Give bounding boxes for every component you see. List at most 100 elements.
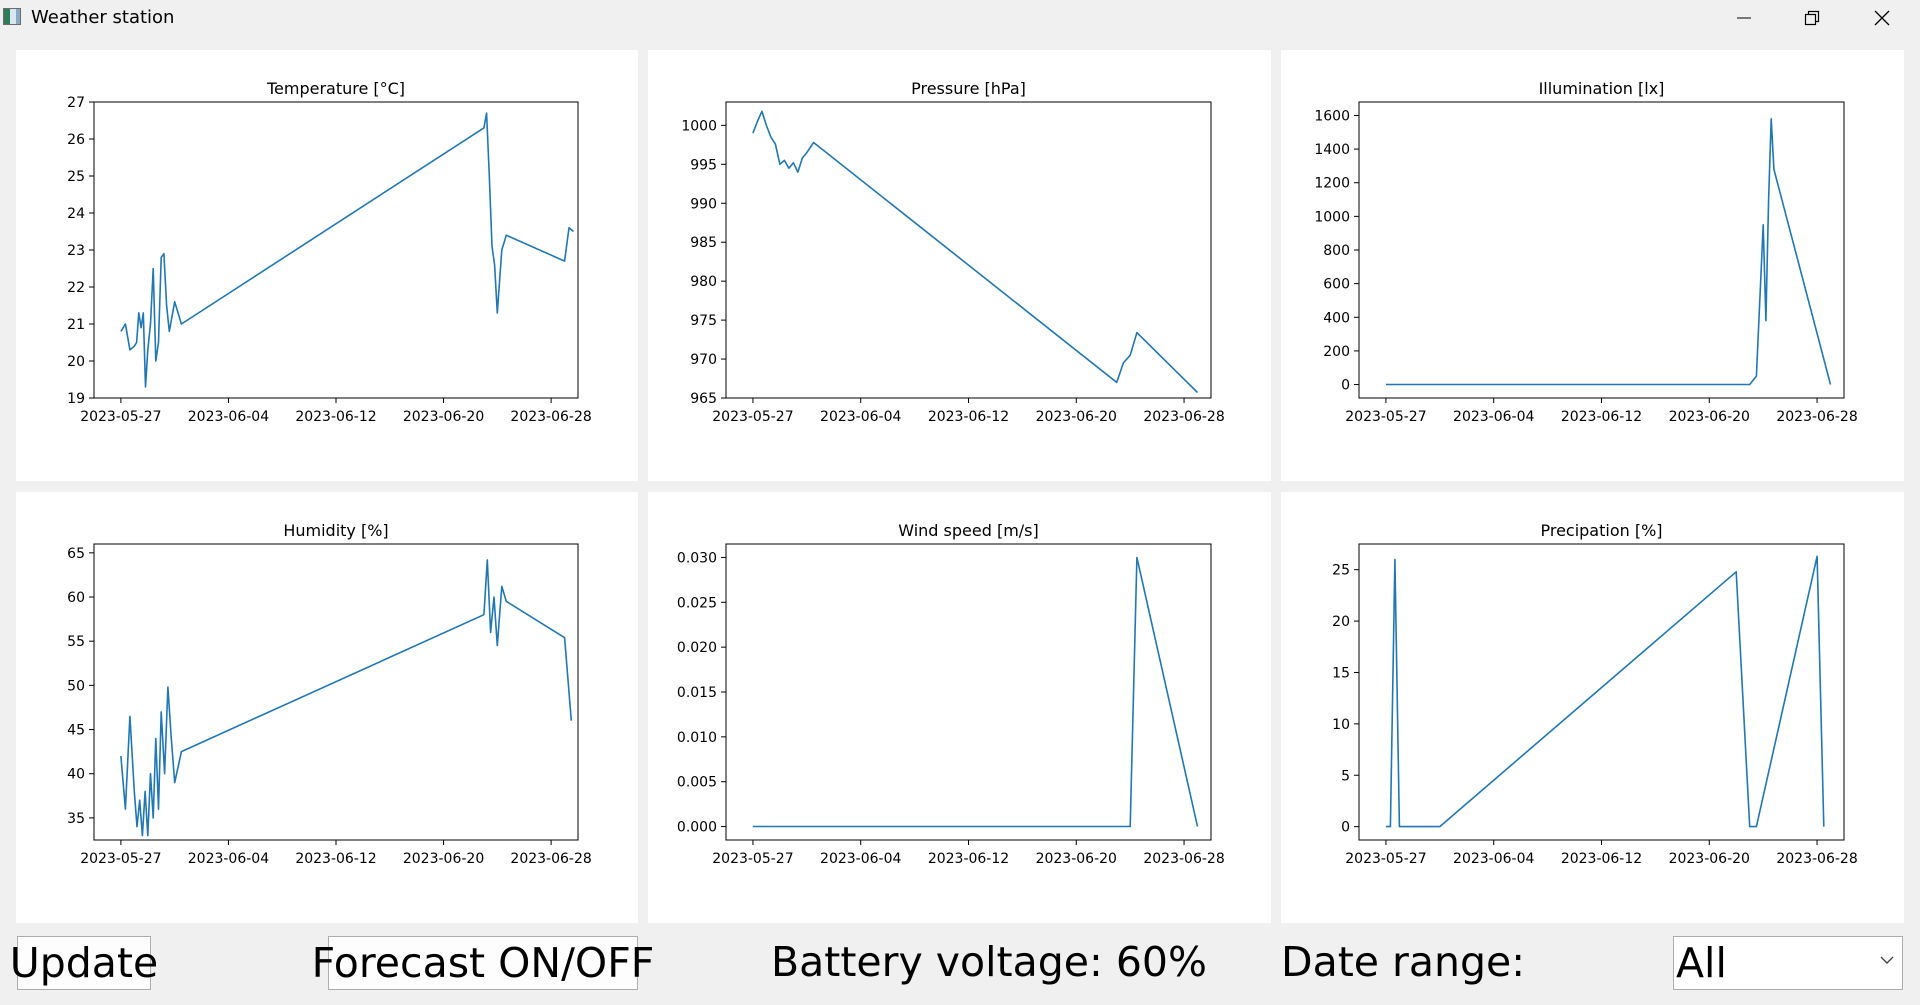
series-line (752, 556, 1199, 828)
x-tick-label: 2023-06-20 (1669, 409, 1750, 425)
x-tick-label: 2023-06-12 (295, 409, 376, 425)
y-tick-label: 1200 (1314, 176, 1350, 192)
precipitation-chart-panel: Precipation [%] 0 5 10 15 20 25 2023-05-27 2023-… (1281, 492, 1904, 923)
x-tick-label: 2023-05-27 (712, 851, 793, 867)
close-button[interactable] (1852, 0, 1912, 36)
battery-voltage-label: Battery voltage: 60% (771, 938, 1207, 986)
y-tick-label: 0 (1341, 820, 1350, 836)
y-tick-label: 600 (1323, 277, 1350, 293)
minimize-button[interactable] (1714, 0, 1774, 36)
plot-frame (725, 101, 1212, 399)
illumination-chart: Illumination [lx] 0 200 400 600 800 1000 1200 14… (1314, 79, 1857, 425)
y-tick-label: 26 (67, 132, 85, 148)
chevron-down-icon (1880, 956, 1894, 964)
x-tick-label: 2023-06-12 (928, 851, 1009, 867)
date-range-value: All (1676, 939, 1727, 987)
y-tick-label: 0.020 (677, 640, 717, 656)
y-tick-label: 965 (690, 391, 717, 407)
plot-frame (93, 101, 579, 399)
y-tick-label: 27 (67, 95, 85, 111)
y-tick-label: 22 (67, 280, 85, 296)
chart-title: Humidity [%] (283, 521, 388, 540)
y-tick-label: 0.010 (677, 730, 717, 746)
y-tick-label: 995 (690, 157, 717, 173)
y-tick-label: 35 (67, 811, 85, 827)
window-title: Weather station (31, 7, 175, 28)
y-tick-label: 1000 (681, 118, 717, 134)
y-tick-label: 0.000 (677, 820, 717, 836)
plot-frame (1358, 543, 1845, 841)
x-tick-label: 2023-06-12 (928, 409, 1009, 425)
x-tick-label: 2023-06-04 (1453, 851, 1534, 867)
y-tick-label: 0.005 (677, 775, 717, 791)
y-tick-label: 23 (67, 243, 85, 259)
humidity-chart-panel: Humidity [%] 35 40 45 50 55 60 65 2023-05-27 2023… (16, 492, 638, 923)
x-tick-label: 2023-05-27 (1345, 851, 1426, 867)
minimize-icon (1737, 17, 1751, 19)
y-tick-label: 0.015 (677, 685, 717, 701)
y-tick-label: 400 (1323, 310, 1350, 326)
x-tick-label: 2023-06-12 (295, 851, 376, 867)
y-tick-label: 20 (67, 354, 85, 370)
restore-icon (1804, 10, 1820, 26)
y-tick-label: 50 (67, 678, 85, 694)
x-tick-label: 2023-06-28 (510, 409, 591, 425)
series-line (752, 110, 1199, 394)
x-tick-label: 2023-06-20 (403, 851, 484, 867)
forecast-toggle-button[interactable]: Forecast ON/OFF (312, 936, 654, 990)
x-tick-label: 2023-06-12 (1561, 409, 1642, 425)
series-line (1385, 555, 1825, 828)
wind-speed-chart: Wind speed [m/s] 0.000 0.005 0.010 0.015 0.02… (677, 521, 1225, 867)
y-tick-label: 1000 (1314, 209, 1350, 225)
x-tick-label: 2023-05-27 (1345, 409, 1426, 425)
x-tick-label: 2023-06-28 (1143, 409, 1224, 425)
precipitation-chart: Precipation [%] 0 5 10 15 20 25 2023-05-27 2023-… (1332, 521, 1858, 867)
app-icon (3, 8, 21, 25)
y-tick-label: 15 (1332, 665, 1350, 681)
x-tick-label: 2023-06-04 (188, 409, 269, 425)
x-tick-label: 2023-06-04 (1453, 409, 1534, 425)
illumination-chart-panel: Illumination [lx] 0 200 400 600 800 1000 1200 14… (1281, 50, 1904, 481)
y-tick-label: 65 (67, 546, 85, 562)
y-tick-label: 985 (690, 235, 717, 251)
pressure-chart: Pressure [hPa] 965 970 975 980 985 990 995 1000 2… (681, 79, 1224, 425)
x-tick-label: 2023-06-20 (403, 409, 484, 425)
x-tick-label: 2023-06-04 (820, 409, 901, 425)
pressure-chart-panel: Pressure [hPa] 965 970 975 980 985 990 995 1000 2… (648, 50, 1271, 481)
y-tick-label: 5 (1341, 768, 1350, 784)
y-tick-label: 24 (67, 206, 85, 222)
y-tick-label: 25 (67, 169, 85, 185)
x-tick-label: 2023-06-20 (1036, 851, 1117, 867)
wind-speed-chart-panel: Wind speed [m/s] 0.000 0.005 0.010 0.015 0.02… (648, 492, 1271, 923)
y-tick-label: 40 (67, 767, 85, 783)
x-tick-label: 2023-06-28 (1776, 851, 1857, 867)
temperature-chart: Temperature [°C] 19 20 21 22 23 24 25 26 27 2023-0… (67, 79, 592, 425)
series-line (120, 559, 573, 837)
y-tick-label: 20 (1332, 614, 1350, 630)
x-tick-label: 2023-05-27 (80, 851, 161, 867)
y-tick-label: 975 (690, 313, 717, 329)
y-tick-label: 0.030 (677, 550, 717, 566)
title-bar: Weather station (0, 0, 1920, 36)
y-tick-label: 21 (67, 317, 85, 333)
chart-title: Wind speed [m/s] (898, 521, 1039, 540)
chart-title: Temperature [°C] (266, 79, 405, 98)
chart-title: Pressure [hPa] (911, 79, 1026, 98)
x-tick-label: 2023-06-20 (1669, 851, 1750, 867)
restore-button[interactable] (1782, 0, 1842, 36)
chart-title: Precipation [%] (1540, 521, 1662, 540)
x-tick-label: 2023-06-04 (188, 851, 269, 867)
y-tick-label: 970 (690, 352, 717, 368)
x-tick-label: 2023-06-28 (1776, 409, 1857, 425)
x-tick-label: 2023-06-04 (820, 851, 901, 867)
temperature-chart-panel: Temperature [°C] 19 20 21 22 23 24 25 26 27 2023-0… (16, 50, 638, 481)
y-tick-label: 10 (1332, 717, 1350, 733)
date-range-select[interactable]: All (1673, 936, 1903, 990)
y-tick-label: 25 (1332, 563, 1350, 579)
date-range-label: Date range: (1281, 938, 1526, 986)
humidity-chart: Humidity [%] 35 40 45 50 55 60 65 2023-05-27 2023… (67, 521, 592, 867)
y-tick-label: 990 (690, 196, 717, 212)
x-tick-label: 2023-06-20 (1036, 409, 1117, 425)
update-button[interactable]: Update (10, 936, 158, 990)
y-tick-label: 0.025 (677, 595, 717, 611)
